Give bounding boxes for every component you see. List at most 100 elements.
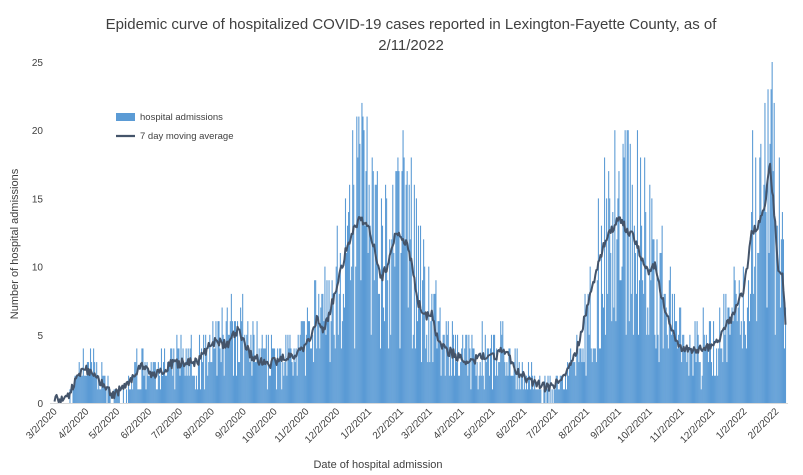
admission-bar <box>472 348 474 403</box>
admission-bar <box>722 362 724 403</box>
admission-bar <box>728 307 730 403</box>
admission-bar <box>655 348 657 403</box>
admission-bar <box>405 184 407 403</box>
admission-bar <box>569 362 571 403</box>
admission-bar <box>686 362 688 403</box>
admission-bar <box>434 293 436 403</box>
admission-bar <box>450 375 452 403</box>
admission-bar <box>102 375 104 403</box>
admission-bar <box>433 293 435 403</box>
admission-bar <box>100 389 102 403</box>
admission-bar <box>235 375 238 403</box>
admission-bar <box>478 375 480 403</box>
admission-bar <box>605 334 607 403</box>
admission-bar <box>517 389 519 403</box>
admission-bar <box>772 171 774 403</box>
y-tick-label: 25 <box>32 58 44 69</box>
admission-bar <box>252 321 254 403</box>
admission-bar <box>326 280 328 403</box>
admission-bar <box>303 321 305 403</box>
admission-bar <box>695 362 697 403</box>
admission-bar <box>137 389 139 403</box>
admission-bar <box>340 348 342 403</box>
admission-bar <box>623 157 625 403</box>
admission-bar <box>88 375 91 403</box>
admission-bar <box>350 280 352 403</box>
admission-bar <box>421 362 423 403</box>
admission-bar <box>581 362 583 403</box>
admission-bar <box>92 375 94 403</box>
admission-bar <box>554 389 556 403</box>
admission-bar <box>558 389 560 403</box>
admission-bar <box>453 375 456 403</box>
admission-bar <box>494 334 496 403</box>
admission-bar <box>438 321 440 403</box>
admission-bar <box>283 375 285 403</box>
admission-bar <box>95 375 97 403</box>
admission-bar <box>771 62 773 403</box>
admission-bar <box>776 225 778 403</box>
legend-label-moving-average: 7 day moving average <box>140 131 233 142</box>
admission-bar <box>705 334 707 403</box>
admission-bar <box>146 362 148 403</box>
admission-bar <box>103 375 105 403</box>
admission-bar <box>556 375 558 403</box>
admission-bar <box>233 321 235 403</box>
admission-bar <box>617 198 619 403</box>
admission-bar <box>130 389 132 403</box>
admission-bar <box>411 348 413 403</box>
admission-bar <box>231 321 233 403</box>
admission-bar <box>398 171 400 403</box>
admission-bar <box>502 321 504 403</box>
admission-bar <box>382 307 385 403</box>
admission-bar <box>371 157 373 403</box>
admission-bar <box>475 375 477 403</box>
admission-bar <box>720 348 722 403</box>
admission-bar <box>465 334 467 403</box>
admission-bar <box>338 293 340 403</box>
admission-bar <box>486 348 488 403</box>
admission-bar <box>239 362 241 403</box>
x-tick-label: 6/2/2021 <box>494 406 530 442</box>
admission-bar <box>727 307 729 403</box>
admission-bar <box>179 375 181 403</box>
admission-bar <box>393 252 395 403</box>
admission-bar <box>147 375 149 403</box>
admission-bar <box>263 348 265 403</box>
admission-bar <box>182 348 184 403</box>
admission-bar <box>385 184 387 403</box>
x-tick-label: 8/2/2020 <box>182 406 218 442</box>
admission-bar <box>378 293 380 403</box>
admission-bar <box>659 252 661 403</box>
admission-bar <box>79 375 81 403</box>
admission-bar <box>206 348 208 403</box>
admission-bar <box>77 375 79 403</box>
admission-bar <box>234 321 237 403</box>
admission-bar <box>678 334 680 403</box>
admission-bar <box>143 375 145 403</box>
admission-bar <box>189 348 191 403</box>
admission-bar <box>139 389 141 403</box>
admission-bar <box>587 293 589 403</box>
admission-bar <box>714 375 716 403</box>
admission-bar <box>181 362 183 403</box>
admission-bar <box>622 143 624 403</box>
admission-bar <box>594 348 596 403</box>
admission-bar <box>335 266 337 403</box>
admission-bar <box>208 362 210 403</box>
admission-bar <box>487 348 489 403</box>
admission-bar <box>783 348 786 403</box>
admission-bar <box>446 334 448 403</box>
admission-bar <box>427 362 429 403</box>
admission-bar <box>83 375 85 403</box>
admission-bar <box>576 334 578 403</box>
admission-bar <box>249 362 251 403</box>
admission-bar <box>435 280 437 403</box>
admission-bar <box>710 362 713 403</box>
admission-bar <box>640 157 642 403</box>
admission-bar <box>215 321 217 403</box>
admission-bar <box>271 348 274 403</box>
admission-bar <box>476 362 478 403</box>
admission-bar <box>169 362 171 403</box>
